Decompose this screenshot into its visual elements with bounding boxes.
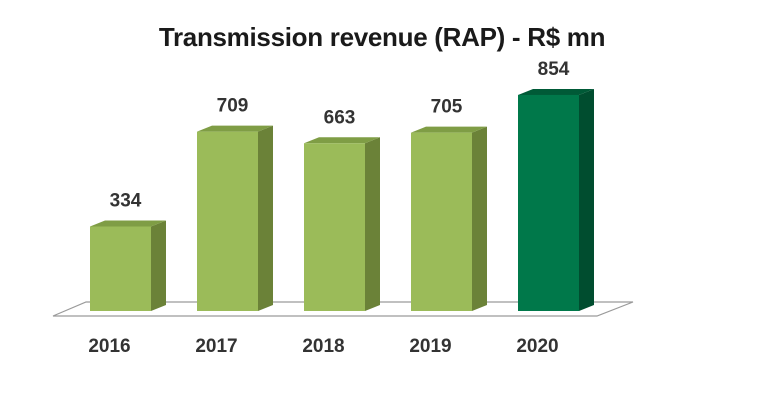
data-label-2020: 854	[538, 59, 570, 80]
bar-2019	[411, 126, 487, 311]
bar-front-face	[197, 131, 258, 311]
data-label-2018: 663	[324, 107, 356, 128]
x-tick-label-2018: 2018	[302, 336, 344, 357]
bar-top-face	[518, 88, 594, 95]
bar-side-face	[151, 220, 166, 311]
x-tick-label-2016: 2016	[88, 336, 130, 357]
bar-front-face	[90, 226, 151, 311]
bar-front-face	[518, 94, 579, 311]
bar-side-face	[472, 126, 487, 311]
bar-front-face	[411, 132, 472, 311]
bar-front-face	[304, 143, 365, 311]
x-tick-label-2020: 2020	[516, 336, 558, 357]
bar-2020	[518, 88, 594, 311]
bar-top-face	[197, 125, 273, 132]
bar-top-face	[304, 137, 380, 144]
bar-top-face	[411, 126, 487, 133]
x-tick-label-2019: 2019	[409, 336, 451, 357]
bar-side-face	[258, 125, 273, 311]
bar-2018	[304, 137, 380, 311]
bar-top-face	[90, 220, 166, 227]
bar-side-face	[579, 88, 594, 311]
bar-2016	[90, 220, 166, 311]
bar-2017	[197, 125, 273, 311]
x-tick-label-2017: 2017	[195, 336, 237, 357]
data-label-2016: 334	[110, 190, 142, 211]
data-label-2017: 709	[217, 96, 249, 117]
data-label-2019: 705	[431, 97, 463, 118]
bar-side-face	[365, 137, 380, 311]
chart-title: Transmission revenue (RAP) - R$ mn	[158, 22, 606, 52]
